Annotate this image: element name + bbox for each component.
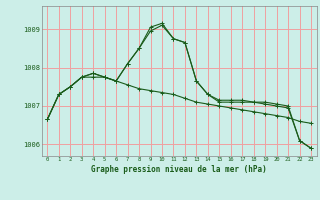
X-axis label: Graphe pression niveau de la mer (hPa): Graphe pression niveau de la mer (hPa) — [91, 165, 267, 174]
